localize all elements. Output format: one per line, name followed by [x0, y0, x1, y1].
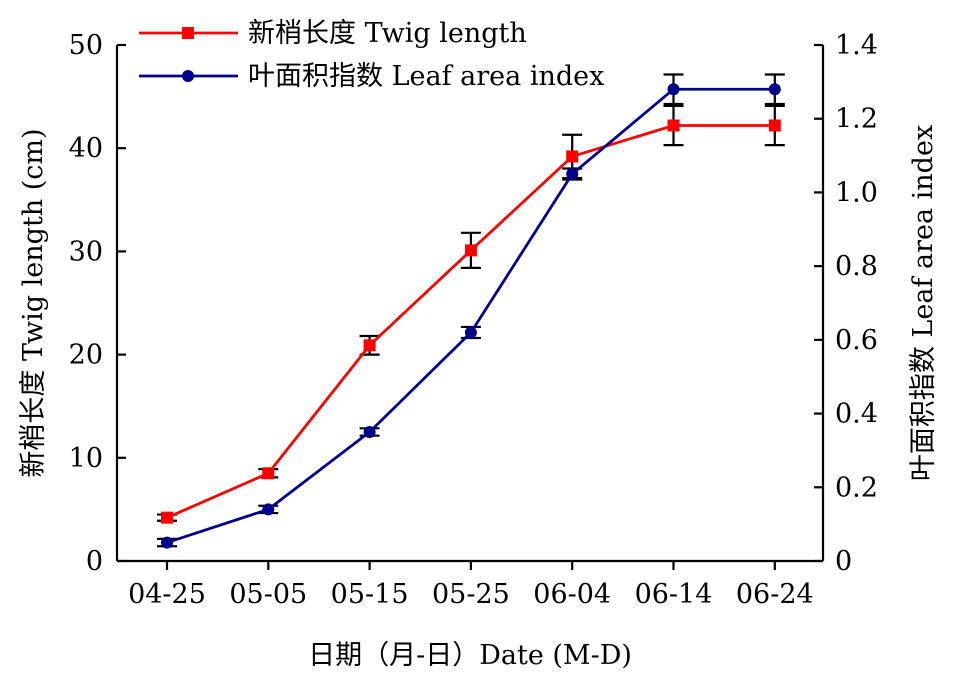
series-point-square	[363, 339, 376, 352]
y-axis-right-title: 叶面积指数 Leaf area index	[908, 125, 939, 481]
series-point-circle	[667, 83, 680, 96]
y-left-tick-label: 30	[69, 236, 103, 267]
y-left-tick-label: 0	[86, 546, 103, 577]
series-point-circle	[464, 326, 477, 339]
y-right-tick-label: 1.0	[835, 177, 878, 208]
series-point-circle	[768, 83, 781, 96]
series-point-square	[464, 244, 477, 257]
series-markers	[161, 83, 781, 549]
series-line-1	[166, 124, 775, 519]
y-right-tick-label: 1.4	[835, 30, 878, 61]
x-axis-title: 日期（月-日）Date (M-D)	[308, 640, 632, 671]
legend-label: 叶面积指数 Leaf area index	[248, 61, 604, 92]
x-tick-label: 04-25	[128, 579, 206, 610]
series-line-2	[166, 87, 775, 544]
x-tick-label: 06-24	[736, 579, 814, 610]
legend-marker-square	[182, 27, 194, 39]
y-left-tick-label: 10	[69, 443, 103, 474]
axes: 0 10 20 30 40 50 0 0.2 0.4 0.6 0.8 1.0 1.2 1.4 04-25 05…	[69, 30, 878, 610]
legend-marker-circle	[182, 70, 194, 82]
series-point-circle	[262, 503, 275, 516]
x-tick-label: 06-14	[635, 579, 713, 610]
y-right-tick-label: 0	[835, 546, 852, 577]
series-point-square	[566, 150, 579, 163]
series-point-square	[667, 119, 680, 132]
y-left-tick-label: 20	[69, 340, 103, 371]
error-bars	[157, 73, 785, 548]
x-tick-label: 05-05	[229, 579, 307, 610]
y-right-tick-label: 0.4	[835, 399, 878, 430]
series-point-square	[262, 467, 275, 480]
y-axis-left-title: 新梢长度 Twig length (cm)	[18, 128, 49, 477]
series-point-square	[768, 119, 781, 132]
x-tick-label: 06-04	[533, 579, 611, 610]
series-point-square	[161, 511, 173, 524]
y-right-tick-label: 0.6	[835, 325, 878, 356]
x-tick-label: 05-15	[331, 579, 409, 610]
legend-label: 新梢长度 Twig length	[248, 18, 527, 49]
series-lines	[166, 87, 775, 544]
y-right-tick-label: 0.8	[835, 251, 878, 282]
series-point-circle	[161, 536, 173, 549]
x-tick-label: 05-25	[432, 579, 510, 610]
legend: 新梢长度 Twig length 叶面积指数 Leaf area index	[139, 18, 604, 92]
y-left-tick-label: 50	[69, 30, 103, 61]
series-point-circle	[566, 168, 579, 180]
y-right-tick-label: 1.2	[835, 104, 878, 135]
y-left-tick-label: 40	[69, 133, 103, 164]
y-right-tick-label: 0.2	[835, 472, 878, 503]
series-point-circle	[363, 426, 376, 438]
